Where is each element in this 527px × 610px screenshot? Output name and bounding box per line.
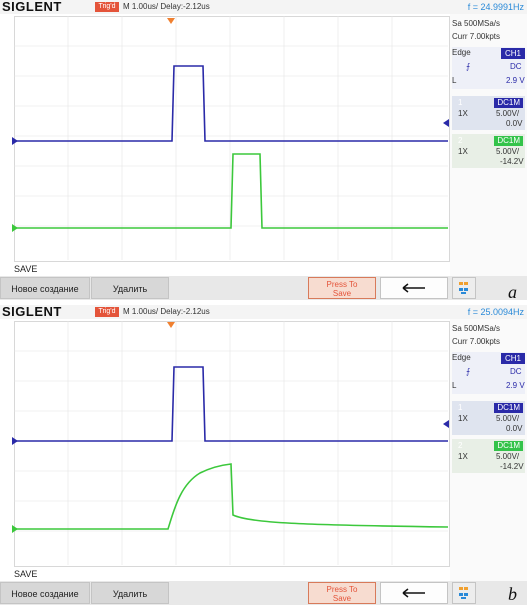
ch1-probe: 1X [458, 414, 468, 423]
trigger-marker-icon [167, 18, 175, 24]
ch1-info-box[interactable]: 1 DC1M 1X 5.00V/ 0.0V [452, 401, 525, 435]
delete-button[interactable]: Удалить [91, 277, 169, 299]
trigger-level: 2.9 V [506, 76, 525, 85]
trigger-level: 2.9 V [506, 381, 525, 390]
trig-status-badge: Trig'd [95, 2, 119, 12]
softkey-menu: Новое создание Удалить Press To Save [0, 276, 527, 300]
trigger-coupling: DC [510, 367, 522, 376]
menu-grid-icon [459, 282, 468, 294]
softkey-menu: Новое создание Удалить Press To Save [0, 581, 527, 605]
ch2-probe: 1X [458, 452, 468, 461]
waveform-grid[interactable] [14, 16, 450, 262]
ch1-offset: 0.0V [506, 424, 523, 433]
curr-points: Curr 7.00kpts [452, 337, 501, 346]
panel-label-a: a [508, 282, 517, 302]
status-bar: SIGLENT Trig'd M 1.00us/ Delay:-2.12us f… [0, 0, 527, 14]
ch2-info-box[interactable]: 2 DC1M 1X 5.00V/ -14.2V [452, 134, 525, 168]
menu-title: SAVE [14, 569, 38, 579]
sample-rate: Sa 500MSa/s [452, 324, 501, 333]
trigger-type: Edge [452, 353, 471, 362]
press-to-save-button[interactable]: Press To Save [308, 582, 376, 604]
back-arrow-icon [402, 283, 425, 293]
menu-grid-icon [459, 587, 468, 599]
ch1-number: 1 [458, 403, 463, 412]
frequency-readout: f = 24.9991Hz [467, 2, 524, 12]
panel-label-b: b [508, 584, 517, 604]
edge-rising-icon: ⨍ [466, 62, 471, 71]
curr-points: Curr 7.00kpts [452, 32, 501, 41]
brand-logo: SIGLENT [2, 0, 62, 14]
ch2-level-marker-icon [12, 525, 18, 533]
scope-panel-b: SIGLENT Trig'd M 1.00us/ Delay:-2.12us f… [0, 305, 527, 605]
new-file-button[interactable]: Новое создание [0, 277, 90, 299]
back-arrow-icon [402, 588, 425, 598]
trigger-marker-icon [167, 322, 175, 328]
menu-grid-button[interactable] [452, 277, 476, 299]
trig-status-badge: Trig'd [95, 307, 119, 317]
ch2-info-box[interactable]: 2 DC1M 1X 5.00V/ -14.2V [452, 439, 525, 473]
trigger-coupling: DC [510, 62, 522, 71]
ch1-number: 1 [458, 98, 463, 107]
trigger-source-badge: CH1 [500, 353, 525, 364]
back-button[interactable] [380, 582, 448, 604]
new-file-button[interactable]: Новое создание [0, 582, 90, 604]
ch1-trace [14, 65, 448, 142]
ch2-scale: 5.00V/ [496, 452, 520, 461]
trigger-level-marker-icon [443, 420, 449, 428]
menu-grid-button[interactable] [452, 582, 476, 604]
ch1-probe: 1X [458, 109, 468, 118]
ch1-offset: 0.0V [506, 119, 523, 128]
ch1-scale: 5.00V/ [496, 109, 520, 118]
ch2-coupling-badge: DC1M [494, 136, 523, 146]
ch1-level-marker-icon [12, 137, 18, 145]
ch2-probe: 1X [458, 147, 468, 156]
status-bar: SIGLENT Trig'd M 1.00us/ Delay:-2.12us f… [0, 305, 527, 319]
level-label: L [452, 381, 457, 390]
ch2-level-marker-icon [12, 224, 18, 232]
timebase-info: M 1.00us/ Delay:-2.12us [123, 2, 210, 11]
ch2-offset: -14.2V [500, 157, 524, 166]
level-label: L [452, 76, 457, 85]
ch1-coupling-badge: DC1M [494, 98, 523, 108]
ch1-info-box[interactable]: 1 DC1M 1X 5.00V/ 0.0V [452, 96, 525, 130]
side-panel: Sa 500MSa/s Curr 7.00kpts Edge CH1 ⨍ DC … [450, 319, 527, 581]
ch2-coupling-badge: DC1M [494, 441, 523, 451]
trigger-type: Edge [452, 48, 471, 57]
ch1-scale: 5.00V/ [496, 414, 520, 423]
scope-panel-a: SIGLENT Trig'd M 1.00us/ Delay:-2.12us f… [0, 0, 527, 302]
brand-logo: SIGLENT [2, 304, 62, 319]
timebase-info: M 1.00us/ Delay:-2.12us [123, 307, 210, 316]
ch2-offset: -14.2V [500, 462, 524, 471]
edge-rising-icon: ⨍ [466, 367, 471, 376]
press-to-save-button[interactable]: Press To Save [308, 277, 376, 299]
back-button[interactable] [380, 277, 448, 299]
waveform-display [12, 321, 449, 565]
ch2-number: 2 [458, 441, 463, 450]
menu-title: SAVE [14, 264, 38, 274]
ch1-level-marker-icon [12, 437, 18, 445]
trigger-level-marker-icon [443, 119, 449, 127]
ch2-trace [14, 153, 448, 229]
frequency-readout: f = 25.0094Hz [467, 307, 524, 317]
trigger-source-badge: CH1 [500, 48, 525, 59]
sample-rate: Sa 500MSa/s [452, 19, 501, 28]
ch2-number: 2 [458, 136, 463, 145]
side-panel: Sa 500MSa/s Curr 7.00kpts Edge CH1 ⨍ DC … [450, 14, 527, 276]
waveform-display [12, 16, 449, 260]
delete-button[interactable]: Удалить [91, 582, 169, 604]
ch2-trace [14, 463, 449, 530]
ch1-trace [14, 366, 448, 442]
ch1-coupling-badge: DC1M [494, 403, 523, 413]
ch2-scale: 5.00V/ [496, 147, 520, 156]
